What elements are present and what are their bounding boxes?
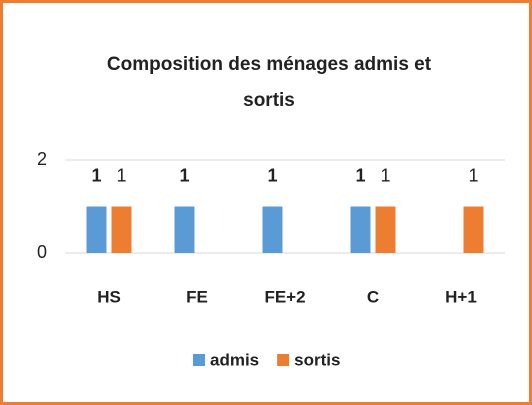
data-label: 1 [116, 165, 126, 185]
bar [174, 206, 195, 253]
bar [350, 206, 371, 253]
legend-swatch [193, 354, 205, 366]
bar [262, 206, 283, 253]
data-label: 1 [179, 165, 189, 185]
x-tick-label: HS [97, 287, 121, 306]
bar [86, 206, 107, 253]
x-tick-label: H+1 [445, 287, 477, 306]
data-label: 1 [267, 165, 277, 185]
legend-label: admis [210, 350, 259, 369]
x-tick-label: FE [186, 287, 208, 306]
data-label: 1 [380, 165, 390, 185]
data-label: 1 [91, 165, 101, 185]
bar [375, 206, 396, 253]
chart-title: Composition des ménages admis et sortis [106, 54, 432, 111]
legend-label: sortis [294, 350, 340, 369]
data-label: 1 [355, 165, 365, 185]
legend-swatch [277, 354, 290, 366]
bar [111, 206, 132, 253]
y-tick-label: 2 [37, 149, 47, 169]
x-tick-label: C [367, 287, 379, 306]
bar [463, 206, 484, 253]
data-label: 1 [468, 165, 478, 185]
y-tick-label: 0 [37, 242, 47, 262]
x-tick-label: FE+2 [264, 287, 305, 306]
